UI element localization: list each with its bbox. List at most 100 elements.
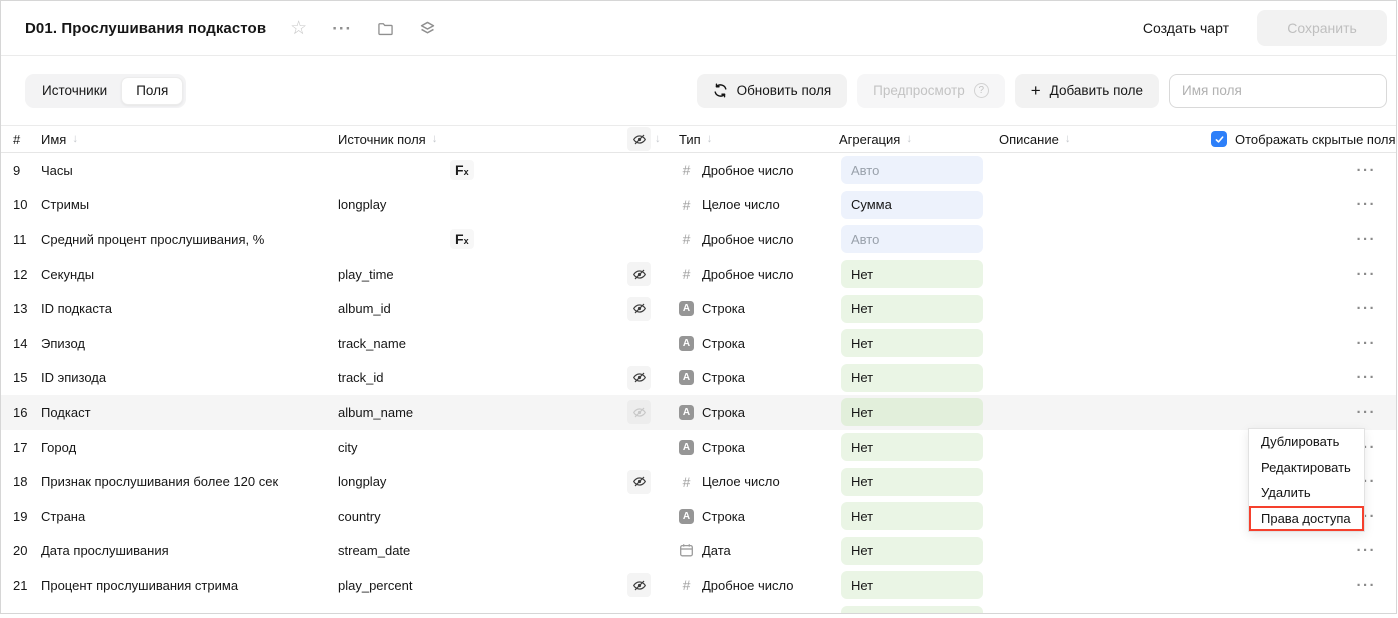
row-menu-icon[interactable]: ··· (1356, 161, 1376, 179)
field-aggregation: Нет (839, 329, 999, 358)
row-menu-icon[interactable]: ··· (1356, 576, 1376, 594)
favorite-star-icon[interactable]: ☆ (290, 17, 308, 39)
table-row[interactable]: 19 Страна country A Строка Нет (1, 499, 1396, 534)
context-menu-item[interactable]: Права доступа (1249, 505, 1364, 531)
hidden-eye-icon[interactable] (627, 296, 651, 321)
aggregation-select[interactable]: Авто (841, 156, 983, 185)
fields-toolbar: Источники Поля Обновить поля Предпросмот… (1, 56, 1396, 126)
field-name: ID подкаста (41, 301, 112, 317)
show-hidden-checkbox[interactable] (1211, 131, 1227, 147)
column-header-name[interactable]: Имя ↓ (41, 131, 79, 147)
field-source: longplay (338, 474, 387, 490)
aggregation-select[interactable] (841, 606, 983, 613)
row-menu-icon[interactable]: ··· (1356, 334, 1376, 352)
layers-icon[interactable] (419, 20, 436, 37)
row-number: 13 (13, 301, 28, 317)
field-visibility (621, 365, 679, 390)
refresh-fields-button[interactable]: Обновить поля (696, 73, 848, 108)
field-source: country (338, 508, 381, 524)
aggregation-select[interactable]: Нет (841, 398, 983, 427)
hidden-eye-icon[interactable] (627, 262, 651, 287)
row-menu-icon[interactable]: ··· (1356, 542, 1376, 560)
aggregation-select[interactable]: Нет (841, 294, 983, 323)
create-chart-button[interactable]: Создать чарт (1142, 20, 1229, 36)
context-menu-item[interactable]: Удалить (1249, 480, 1364, 506)
field-name: ID эпизода (41, 370, 107, 386)
table-row[interactable]: 21 Процент прослушивания стрима play_per… (1, 568, 1396, 603)
field-type: A Строка (679, 404, 839, 420)
aggregation-select[interactable]: Нет (841, 329, 983, 358)
table-row[interactable]: 12 Секунды play_time # Дробное число Нет (1, 257, 1396, 292)
hidden-eye-icon[interactable] (627, 573, 651, 598)
row-menu-icon[interactable]: ··· (1356, 265, 1376, 283)
row-menu-icon[interactable]: ··· (1356, 403, 1376, 421)
hidden-eye-icon[interactable] (627, 365, 651, 390)
field-aggregation: Нет (839, 502, 999, 531)
table-row[interactable]: ··· (1, 603, 1396, 613)
field-name-input[interactable] (1169, 73, 1387, 108)
row-actions: ··· (1211, 231, 1396, 248)
field-type: # Дробное число (679, 162, 839, 178)
field-source: play_time (338, 266, 394, 282)
column-header-aggregation[interactable]: Агрегация ↓ (839, 131, 913, 147)
field-source: track_name (338, 335, 406, 351)
row-menu-icon[interactable]: ··· (1356, 300, 1376, 318)
context-menu-item[interactable]: Дублировать (1249, 429, 1364, 455)
field-source: album_id (338, 301, 391, 317)
field-visibility (621, 331, 679, 355)
row-number: 17 (13, 439, 28, 455)
row-menu-icon[interactable]: ··· (1356, 230, 1376, 248)
table-row[interactable]: 13 ID подкаста album_id A Строка Нет (1, 291, 1396, 326)
column-header-description[interactable]: Описание ↓ (999, 131, 1071, 147)
title-bar: D01. Прослушивания подкастов ☆ ··· Созда… (1, 1, 1396, 56)
context-menu-item[interactable]: Редактировать (1249, 454, 1364, 480)
hidden-eye-icon[interactable] (627, 469, 651, 494)
date-type-icon (679, 543, 694, 558)
aggregation-select[interactable]: Нет (841, 363, 983, 392)
preview-button[interactable]: Предпросмотр ? (857, 73, 1005, 108)
table-row[interactable]: 10 Стримы longplay # Целое число Сумма (1, 188, 1396, 223)
aggregation-select[interactable]: Авто (841, 225, 983, 254)
number-type-icon: # (682, 162, 691, 179)
tab-sources[interactable]: Источники (42, 83, 108, 98)
table-row[interactable]: 16 Подкаст album_name A Строка Нет (1, 395, 1396, 430)
aggregation-select[interactable]: Нет (841, 502, 983, 531)
visibility-column-icon (627, 127, 651, 151)
table-row[interactable]: 18 Признак прослушивания более 120 сек l… (1, 464, 1396, 499)
field-name: Часы (41, 162, 73, 178)
field-source: city (338, 439, 358, 455)
field-type: A Строка (679, 370, 839, 386)
table-row[interactable]: 14 Эпизод track_name A Строка Нет (1, 326, 1396, 361)
number-type-icon: # (682, 266, 691, 283)
aggregation-select[interactable]: Нет (841, 536, 983, 565)
row-menu-icon[interactable]: ··· (1356, 196, 1376, 214)
string-type-icon: A (679, 404, 694, 420)
row-menu-icon[interactable]: ··· (1356, 369, 1376, 387)
column-header-type[interactable]: Тип ↓ (679, 131, 713, 147)
hidden-eye-icon[interactable] (627, 400, 651, 425)
aggregation-select[interactable]: Нет (841, 467, 983, 496)
more-actions-icon[interactable]: ··· (332, 18, 353, 38)
folder-icon[interactable] (377, 21, 394, 36)
sources-fields-tabs: Источники Поля (25, 73, 187, 108)
aggregation-select[interactable]: Нет (841, 571, 983, 600)
table-row[interactable]: 15 ID эпизода track_id A Строка Нет (1, 361, 1396, 396)
field-name: Дата прослушивания (41, 543, 169, 559)
column-header-visibility[interactable]: ↓ (621, 127, 679, 151)
add-field-button[interactable]: + Добавить поле (1014, 73, 1159, 108)
column-header-source[interactable]: Источник поля ↓ (338, 131, 438, 147)
aggregation-select[interactable]: Нет (841, 260, 983, 289)
row-actions: ··· (1211, 369, 1396, 386)
aggregation-select[interactable]: Сумма (841, 190, 983, 219)
table-row[interactable]: 20 Дата прослушивания stream_date Дата (1, 534, 1396, 569)
field-source: track_id (338, 370, 384, 386)
field-aggregation: Нет (839, 260, 999, 289)
field-type: # Дробное число (679, 231, 839, 247)
tab-fields[interactable]: Поля (121, 76, 184, 105)
table-row[interactable]: 17 Город city A Строка Нет · (1, 430, 1396, 465)
save-button[interactable]: Сохранить (1257, 10, 1387, 46)
aggregation-select[interactable]: Нет (841, 433, 983, 462)
